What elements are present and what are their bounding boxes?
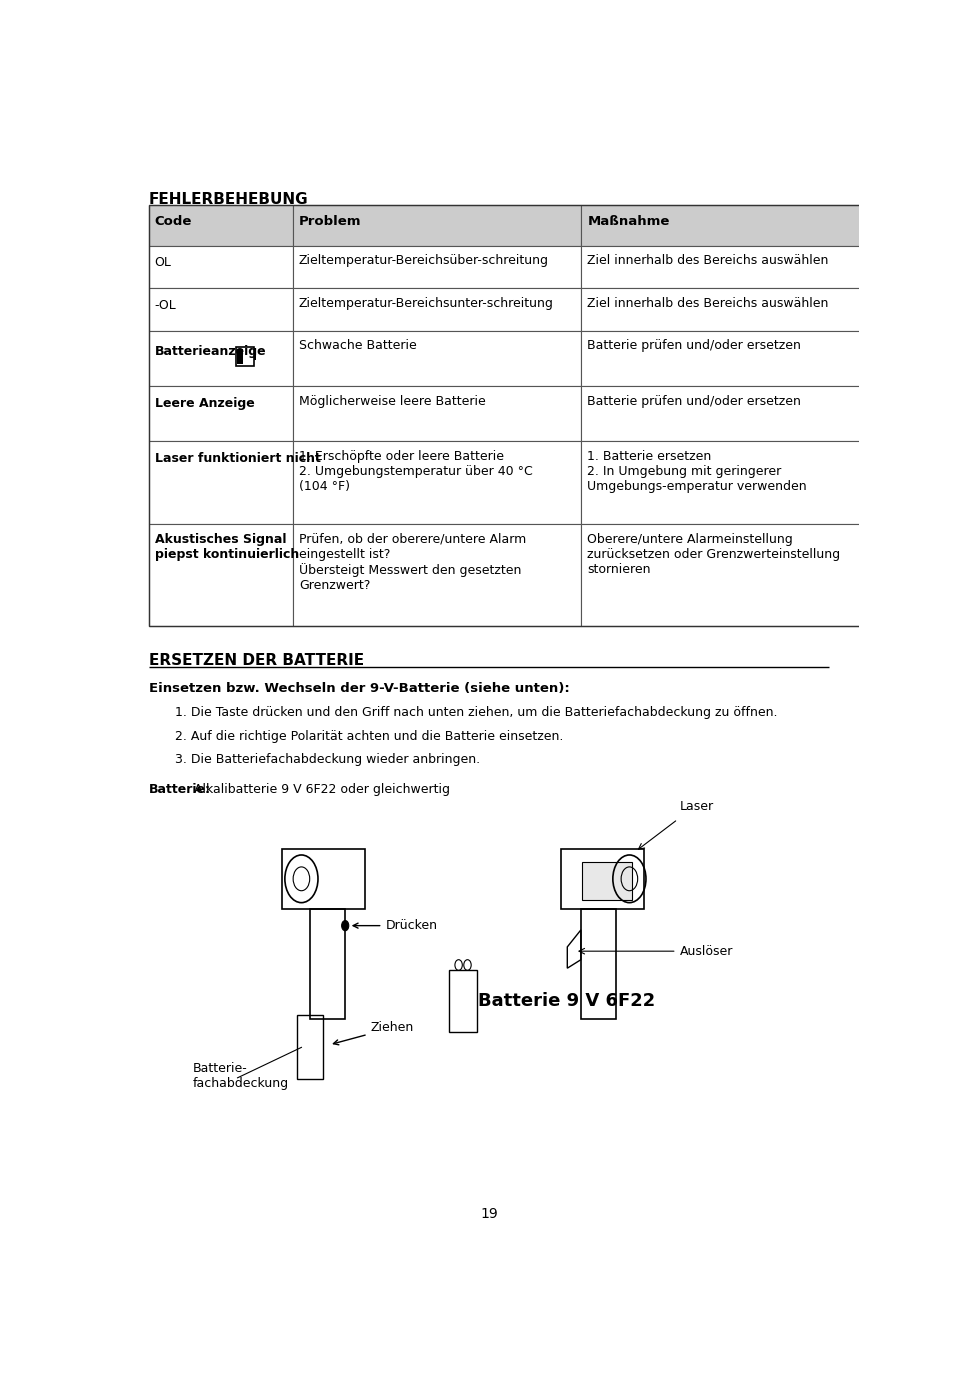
Text: Oberere/untere Alarmeinstellung
zurücksetzen oder Grenzwerteinstellung
storniere: Oberere/untere Alarmeinstellung zurückse… xyxy=(587,533,840,576)
Text: Leere Anzeige: Leere Anzeige xyxy=(154,397,254,409)
Bar xyxy=(580,246,862,289)
Text: Maßnahme: Maßnahme xyxy=(587,214,669,228)
Bar xyxy=(293,246,580,289)
Text: Alkalibatterie 9 V 6F22 oder gleichwertig: Alkalibatterie 9 V 6F22 oder gleichwerti… xyxy=(190,784,450,796)
Text: Ziehen: Ziehen xyxy=(333,1021,414,1045)
Text: -OL: -OL xyxy=(154,299,176,312)
Text: Batterie 9 V 6F22: Batterie 9 V 6F22 xyxy=(477,992,655,1010)
Bar xyxy=(293,330,580,386)
Text: Prüfen, ob der oberere/untere Alarm
eingestellt ist?
Übersteigt Messwert den ges: Prüfen, ob der oberere/untere Alarm eing… xyxy=(298,533,526,591)
Text: Möglicherweise leere Batterie: Möglicherweise leere Batterie xyxy=(298,395,485,408)
Bar xyxy=(293,289,580,330)
Bar xyxy=(293,386,580,441)
Text: OL: OL xyxy=(154,256,172,269)
Bar xyxy=(580,289,862,330)
Text: Batterie prüfen und/oder ersetzen: Batterie prüfen und/oder ersetzen xyxy=(587,395,801,408)
Bar xyxy=(293,524,580,626)
Text: ERSETZEN DER BATTERIE: ERSETZEN DER BATTERIE xyxy=(149,654,363,669)
Bar xyxy=(253,352,255,361)
Text: 3. Die Batteriefachabdeckung wieder anbringen.: 3. Die Batteriefachabdeckung wieder anbr… xyxy=(174,753,479,766)
Text: Batterie prüfen und/oder ersetzen: Batterie prüfen und/oder ersetzen xyxy=(587,340,801,352)
Text: Batterie:: Batterie: xyxy=(149,784,211,796)
Bar xyxy=(581,862,632,900)
Bar xyxy=(293,441,580,524)
Text: 19: 19 xyxy=(479,1206,497,1220)
Bar xyxy=(293,205,580,246)
Bar xyxy=(580,524,862,626)
Text: Zieltemperatur-Bereichsüber-schreitung: Zieltemperatur-Bereichsüber-schreitung xyxy=(298,254,548,267)
Text: Schwache Batterie: Schwache Batterie xyxy=(298,340,416,352)
Bar xyxy=(580,205,862,246)
Text: Drücken: Drücken xyxy=(353,919,437,931)
Text: Batterie-
fachabdeckung: Batterie- fachabdeckung xyxy=(193,1061,289,1090)
Bar xyxy=(149,330,293,386)
Bar xyxy=(149,205,293,246)
Bar xyxy=(149,524,293,626)
Text: Ziel innerhalb des Bereichs auswählen: Ziel innerhalb des Bereichs auswählen xyxy=(587,254,828,267)
Bar xyxy=(449,970,476,1032)
Bar xyxy=(235,347,253,366)
Text: Laser: Laser xyxy=(679,800,713,813)
Bar xyxy=(580,330,862,386)
Bar xyxy=(580,386,862,441)
Text: 1. Die Taste drücken und den Griff nach unten ziehen, um die Batteriefachabdecku: 1. Die Taste drücken und den Griff nach … xyxy=(174,706,777,720)
Bar xyxy=(580,441,862,524)
Text: FEHLERBEHEBUNG: FEHLERBEHEBUNG xyxy=(149,192,308,207)
Text: Auslöser: Auslöser xyxy=(679,945,732,958)
Bar xyxy=(236,348,243,363)
Text: 1. Batterie ersetzen
2. In Umgebung mit geringerer
Umgebungs-emperatur verwenden: 1. Batterie ersetzen 2. In Umgebung mit … xyxy=(587,451,806,493)
Bar xyxy=(149,289,293,330)
Circle shape xyxy=(341,920,349,930)
Text: 1. Erschöpfte oder leere Batterie
2. Umgebungstemperatur über 40 °C
(104 °F): 1. Erschöpfte oder leere Batterie 2. Umg… xyxy=(298,451,532,493)
Text: Laser funktioniert nicht: Laser funktioniert nicht xyxy=(154,452,320,466)
Text: Akustisches Signal
piepst kontinuierlich: Akustisches Signal piepst kontinuierlich xyxy=(154,533,298,561)
Bar xyxy=(149,441,293,524)
Bar xyxy=(149,205,865,626)
Text: Ziel innerhalb des Bereichs auswählen: Ziel innerhalb des Bereichs auswählen xyxy=(587,297,828,310)
Text: Problem: Problem xyxy=(298,214,361,228)
Bar xyxy=(149,246,293,289)
Bar xyxy=(149,386,293,441)
Text: Code: Code xyxy=(154,214,192,228)
Text: Einsetzen bzw. Wechseln der 9-V-Batterie (siehe unten):: Einsetzen bzw. Wechseln der 9-V-Batterie… xyxy=(149,681,569,695)
Text: Batterieanzeige: Batterieanzeige xyxy=(154,344,266,358)
Text: 2. Auf die richtige Polarität achten und die Batterie einsetzen.: 2. Auf die richtige Polarität achten und… xyxy=(174,730,562,744)
Text: Zieltemperatur-Bereichsunter-schreitung: Zieltemperatur-Bereichsunter-schreitung xyxy=(298,297,553,310)
